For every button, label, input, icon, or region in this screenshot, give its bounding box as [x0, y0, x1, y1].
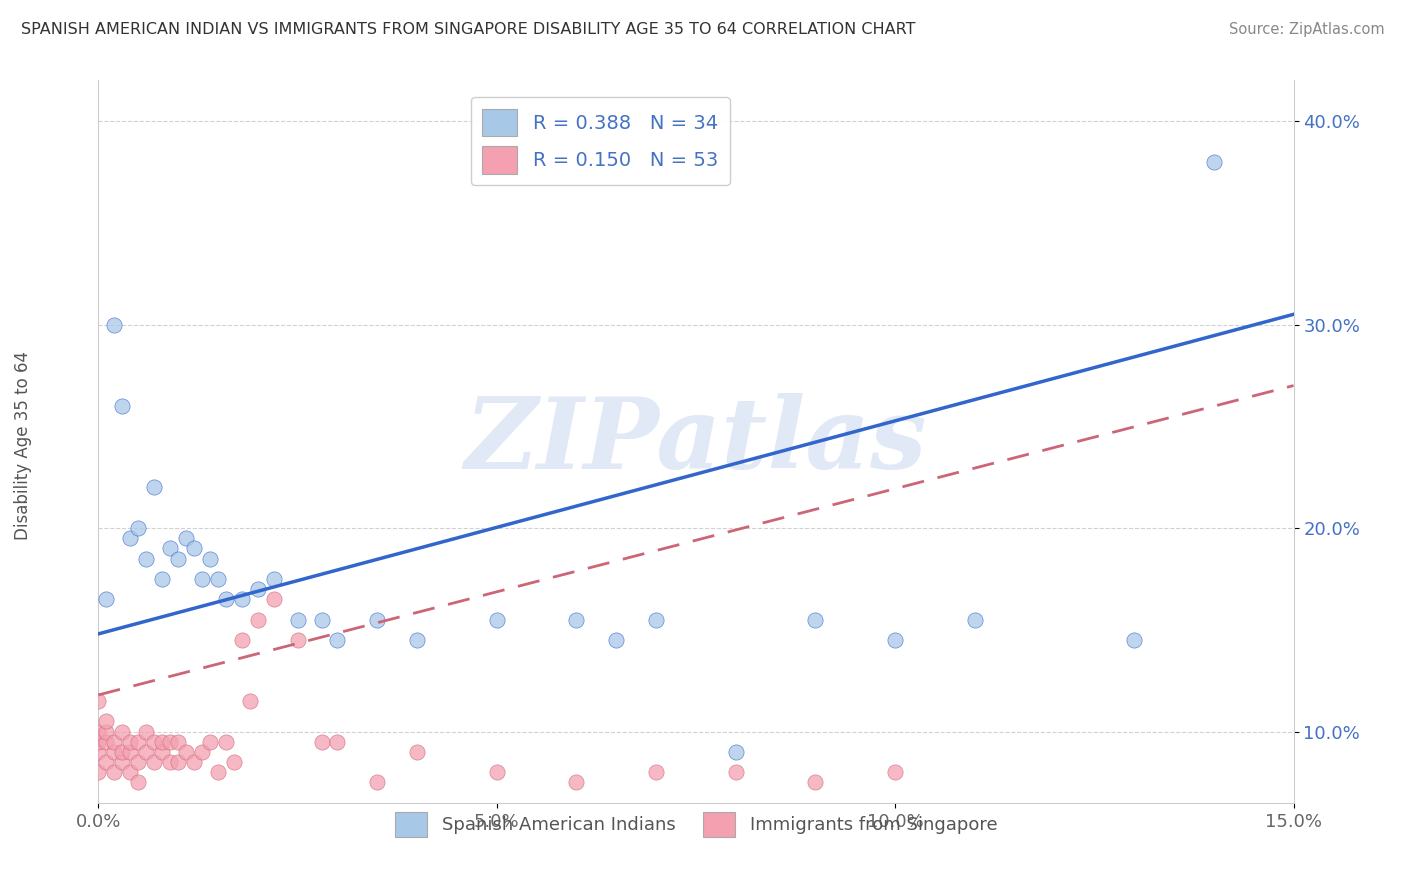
Point [103, 745, 125, 759]
Point [167, 755, 190, 769]
Point [96, 735, 118, 749]
Point [143, 480, 166, 494]
Point [174, 745, 197, 759]
Point [326, 632, 349, 647]
Point [884, 632, 907, 647]
Legend: Spanish American Indians, Immigrants from Singapore: Spanish American Indians, Immigrants fro… [388, 805, 1004, 845]
Point [198, 551, 221, 566]
Point [135, 551, 157, 566]
Point [150, 735, 173, 749]
Point [804, 613, 827, 627]
Point [287, 613, 309, 627]
Point [884, 765, 907, 780]
Point [724, 765, 747, 780]
Point [231, 592, 253, 607]
Text: Disability Age 35 to 64: Disability Age 35 to 64 [14, 351, 32, 541]
Point [215, 592, 238, 607]
Point [645, 765, 668, 780]
Point [207, 572, 229, 586]
Point [127, 735, 149, 749]
Point [326, 735, 349, 749]
Point [263, 572, 285, 586]
Point [485, 613, 508, 627]
Point [246, 613, 269, 627]
Point [191, 572, 214, 586]
Point [135, 724, 157, 739]
Point [150, 745, 173, 759]
Point [120, 735, 142, 749]
Point [311, 735, 333, 749]
Point [239, 694, 262, 708]
Point [87, 765, 110, 780]
Point [167, 735, 190, 749]
Point [143, 735, 166, 749]
Point [87, 724, 110, 739]
Point [135, 745, 157, 759]
Point [103, 765, 125, 780]
Point [1202, 154, 1225, 169]
Point [366, 775, 388, 789]
Point [724, 745, 747, 759]
Point [87, 735, 110, 749]
Point [174, 531, 197, 545]
Point [120, 745, 142, 759]
Point [287, 632, 309, 647]
Point [645, 613, 668, 627]
Point [311, 613, 333, 627]
Point [150, 572, 173, 586]
Point [96, 714, 118, 729]
Point [167, 551, 190, 566]
Point [127, 521, 149, 535]
Point [143, 755, 166, 769]
Point [96, 724, 118, 739]
Text: ZIPatlas: ZIPatlas [465, 393, 927, 490]
Point [222, 755, 245, 769]
Point [159, 755, 181, 769]
Point [366, 613, 388, 627]
Text: SPANISH AMERICAN INDIAN VS IMMIGRANTS FROM SINGAPORE DISABILITY AGE 35 TO 64 COR: SPANISH AMERICAN INDIAN VS IMMIGRANTS FR… [21, 22, 915, 37]
Point [127, 755, 149, 769]
Point [406, 745, 429, 759]
Point [263, 592, 285, 607]
Point [111, 724, 134, 739]
Point [207, 765, 229, 780]
Point [159, 735, 181, 749]
Point [111, 745, 134, 759]
Point [96, 755, 118, 769]
Point [565, 613, 588, 627]
Point [87, 745, 110, 759]
Point [406, 632, 429, 647]
Point [246, 582, 269, 596]
Point [231, 632, 253, 647]
Point [103, 318, 125, 332]
Point [111, 399, 134, 413]
Point [96, 592, 118, 607]
Point [103, 735, 125, 749]
Point [605, 632, 627, 647]
Point [1123, 632, 1146, 647]
Point [87, 694, 110, 708]
Point [215, 735, 238, 749]
Point [111, 755, 134, 769]
Point [127, 775, 149, 789]
Point [183, 755, 205, 769]
Point [198, 735, 221, 749]
Point [963, 613, 986, 627]
Point [565, 775, 588, 789]
Point [159, 541, 181, 556]
Point [191, 745, 214, 759]
Point [804, 775, 827, 789]
Point [120, 531, 142, 545]
Point [485, 765, 508, 780]
Text: Source: ZipAtlas.com: Source: ZipAtlas.com [1229, 22, 1385, 37]
Point [183, 541, 205, 556]
Point [120, 765, 142, 780]
